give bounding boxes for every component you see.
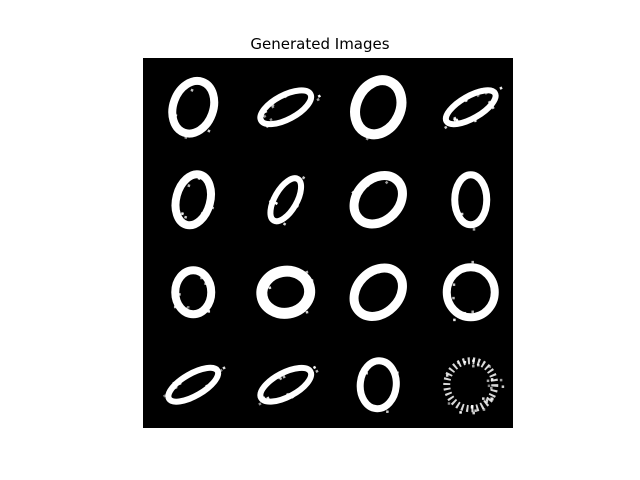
generated-digit-cell [257,364,319,406]
generated-digit-cell [162,364,226,405]
generated-digit-cell [451,171,491,231]
generated-digit-cell [256,265,316,319]
generated-digit-cell [443,357,505,415]
generated-digit-cell [257,87,322,129]
generated-digit-cell [349,263,407,321]
image-grid-canvas [162,75,505,415]
generated-digit-cell [442,260,499,322]
generated-digit-cell [350,75,407,141]
figure-title: Generated Images [250,35,390,53]
generated-images-grid [143,58,513,428]
generated-digit-cell [171,170,215,230]
generated-digit-cell [267,175,306,226]
generated-digit-cell [442,86,503,130]
generated-digit-cell [349,171,407,229]
generated-digit-cell [171,266,216,319]
generated-digit-cell [168,76,219,140]
generated-digit-cell [356,357,400,414]
